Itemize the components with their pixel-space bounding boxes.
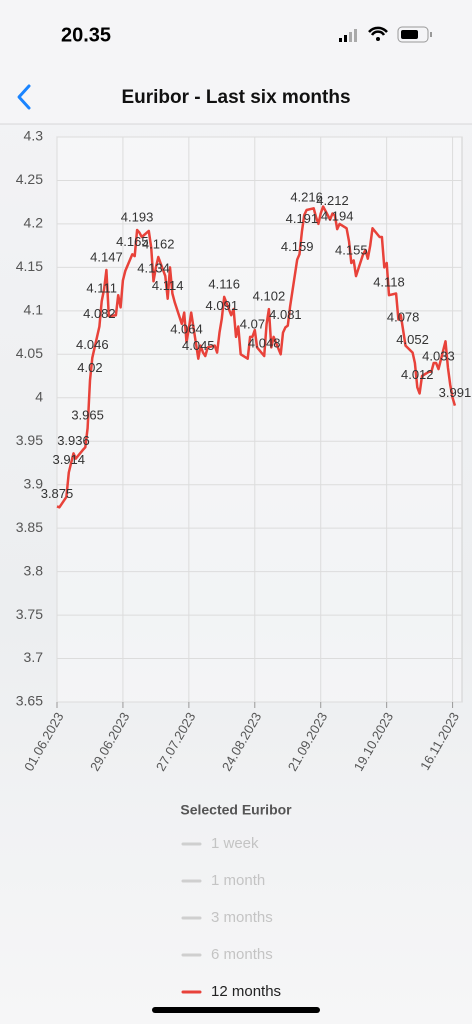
value-label: 4.082	[83, 306, 116, 321]
value-label: 4.118	[373, 275, 405, 290]
value-label: 4.078	[387, 309, 420, 324]
value-label: 4.02	[77, 360, 102, 375]
x-tick-label: 01.06.2023	[21, 710, 67, 774]
y-tick-label: 4.1	[24, 302, 44, 318]
x-tick-label: 29.06.2023	[87, 710, 133, 774]
y-tick-label: 4.05	[16, 345, 43, 361]
value-label: 4.07	[240, 316, 265, 331]
header-bg	[0, 0, 472, 124]
y-tick-label: 3.65	[16, 693, 43, 709]
value-label: 4.045	[182, 338, 215, 353]
y-tick-label: 4.15	[16, 258, 43, 274]
value-label: 4.052	[396, 332, 429, 347]
value-label: 3.936	[57, 433, 90, 448]
value-label: 4.216	[290, 189, 323, 204]
value-label: 4.116	[208, 276, 240, 291]
value-label: 4.194	[321, 209, 354, 224]
x-tick-label: 16.11.2023	[417, 710, 462, 773]
legend-item[interactable]: 12 months	[211, 983, 281, 1000]
x-tick-label: 21.09.2023	[285, 710, 331, 774]
status-time: 20.35	[61, 24, 111, 46]
y-tick-label: 3.75	[16, 606, 43, 622]
value-label: 3.914	[52, 452, 85, 467]
status-icons	[339, 26, 432, 43]
value-label: 4.191	[286, 211, 319, 226]
value-label: 4.081	[269, 307, 302, 322]
y-tick-label: 3.9	[24, 475, 44, 491]
value-label: 4.064	[170, 322, 203, 337]
value-label: 4.111	[86, 281, 117, 296]
y-tick-label: 3.8	[24, 562, 44, 578]
y-tick-label: 4.3	[24, 128, 44, 144]
value-label: 3.965	[71, 408, 104, 423]
legend-item[interactable]: 6 months	[211, 946, 273, 963]
y-tick-label: 4.25	[16, 171, 43, 187]
x-tick-label: 24.08.2023	[219, 710, 265, 774]
legend-item[interactable]: 3 months	[211, 909, 273, 926]
value-label: 4.162	[142, 236, 175, 251]
value-label: 4.134	[137, 261, 170, 276]
value-label: 4.114	[152, 278, 184, 293]
value-label: 4.102	[253, 289, 286, 304]
value-label: 4.046	[76, 337, 109, 352]
value-label: 3.991	[439, 385, 472, 400]
y-tick-label: 4	[35, 388, 43, 404]
value-label: 4.212	[316, 193, 349, 208]
value-label: 4.147	[90, 249, 123, 264]
x-tick-label: 27.07.2023	[153, 710, 199, 774]
value-label: 4.159	[281, 239, 314, 254]
y-tick-label: 3.95	[16, 432, 43, 448]
value-label: 4.155	[335, 242, 368, 257]
value-label: 4.033	[422, 349, 455, 364]
line-series	[56, 205, 457, 509]
y-tick-label: 3.7	[24, 649, 44, 665]
back-button[interactable]	[17, 84, 31, 110]
plot-area	[56, 136, 463, 703]
x-tick-label: 19.10.2023	[351, 710, 397, 774]
nav-title: Euribor - Last six months	[121, 87, 350, 108]
y-tick-label: 3.85	[16, 519, 43, 535]
home-indicator	[152, 1007, 320, 1013]
value-label: 4.012	[401, 367, 434, 382]
legend-item[interactable]: 1 week	[211, 835, 259, 852]
value-label: 3.875	[41, 486, 74, 501]
y-tick-label: 4.2	[24, 215, 44, 231]
legend-item[interactable]: 1 month	[211, 872, 265, 889]
value-label: 4.091	[206, 298, 239, 313]
value-label: 4.193	[121, 209, 154, 224]
value-label: 4.048	[248, 335, 281, 350]
legend-title: Selected Euribor	[180, 802, 292, 818]
value-label: 4.165	[116, 234, 149, 249]
